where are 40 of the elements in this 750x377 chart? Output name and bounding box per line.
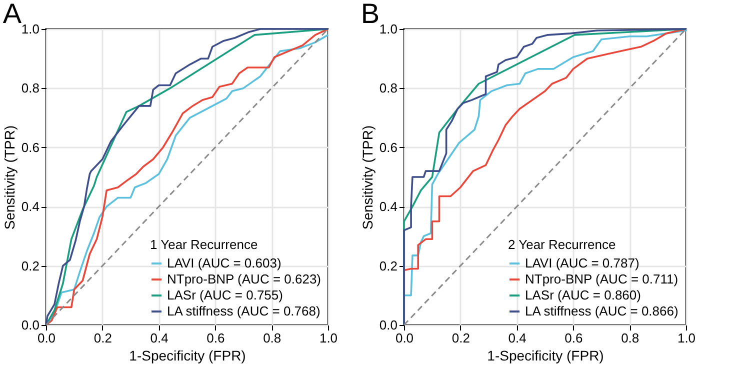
y-tick-label: 1.0 <box>379 22 398 36</box>
y-axis-title: Sensitivity (TPR) <box>359 125 376 230</box>
x-tick-label: 0.2 <box>94 330 112 346</box>
x-tick-label: 0.0 <box>37 330 56 346</box>
x-tick-label: 0.0 <box>395 330 414 346</box>
legend-label: LAVI (AUC = 0.787) <box>525 256 640 270</box>
y-tick-label: 0.8 <box>21 80 40 96</box>
x-tick-label: 1.0 <box>319 330 338 346</box>
legend-label: LAVI (AUC = 0.603) <box>167 256 282 270</box>
legend-title: 2 Year Recurrence <box>508 237 616 252</box>
legend-label: LA stiffness (AUC = 0.866) <box>525 304 678 318</box>
x-tick-label: 0.6 <box>564 330 583 346</box>
x-tick-label: 0.6 <box>206 330 225 346</box>
legend-title: 1 Year Recurrence <box>150 237 258 252</box>
x-tick-label: 0.4 <box>508 330 526 346</box>
y-tick-label: 0.0 <box>379 318 398 332</box>
y-tick-label: 0.8 <box>379 80 398 96</box>
x-axis-title: 1-Specificity (FPR) <box>487 348 604 364</box>
chart-title: A <box>2 0 22 29</box>
legend-label: LA stiffness (AUC = 0.768) <box>167 304 320 318</box>
x-tick-label: 0.4 <box>150 330 168 346</box>
y-tick-label: 0.2 <box>379 258 398 274</box>
legend-label: LASr (AUC = 0.860) <box>525 288 641 302</box>
x-tick-label: 0.8 <box>621 330 640 346</box>
x-axis-title: 1-Specificity (FPR) <box>129 348 246 364</box>
y-tick-label: 0.2 <box>21 258 40 274</box>
y-tick-label: 0.6 <box>379 140 398 155</box>
x-tick-label: 0.2 <box>452 330 470 346</box>
y-tick-label: 0.4 <box>21 199 40 214</box>
y-tick-label: 1.0 <box>21 22 40 36</box>
y-tick-label: 0.0 <box>21 318 40 332</box>
legend-label: NTpro-BNP (AUC = 0.623) <box>167 272 322 286</box>
y-tick-label: 0.4 <box>379 199 398 214</box>
x-tick-label: 1.0 <box>677 330 696 346</box>
legend-label: LASr (AUC = 0.755) <box>167 288 283 302</box>
chart-title: B <box>360 0 380 29</box>
y-tick-label: 0.6 <box>21 140 40 155</box>
y-axis-title: Sensitivity (TPR) <box>1 125 18 230</box>
legend-label: NTpro-BNP (AUC = 0.711) <box>525 272 678 286</box>
x-tick-label: 0.8 <box>263 330 282 346</box>
